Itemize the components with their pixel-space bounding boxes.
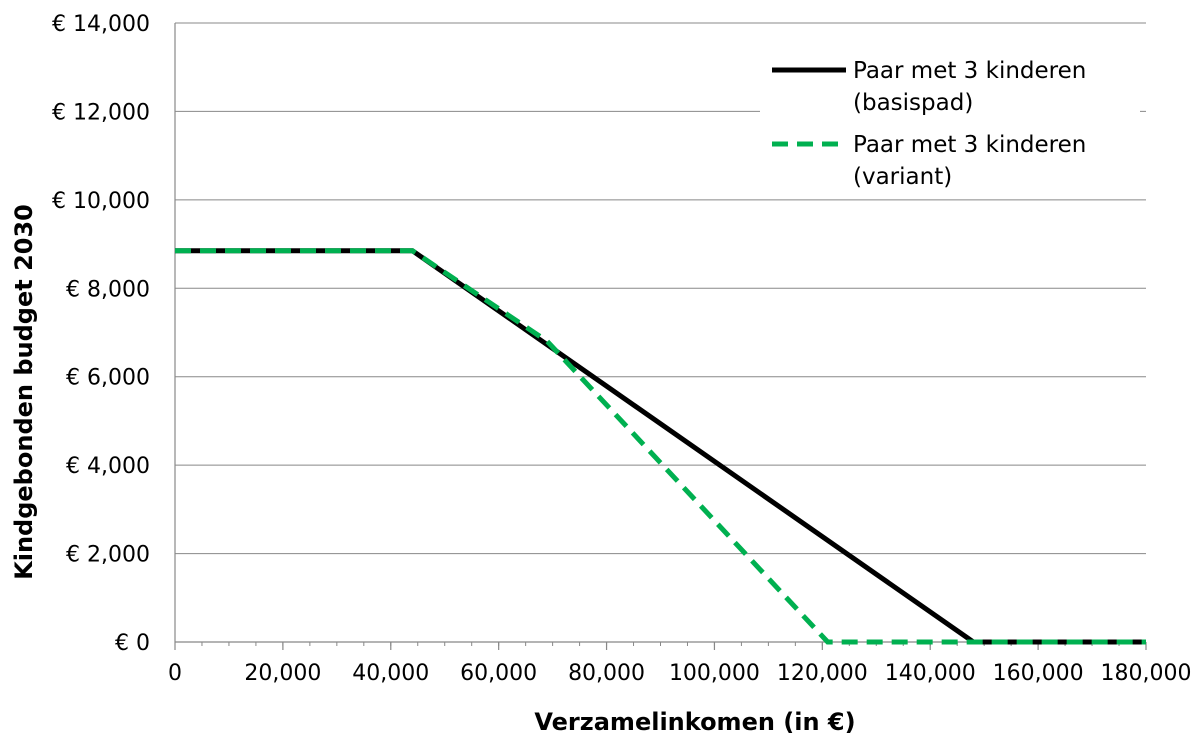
- legend-label: (basispad): [853, 90, 973, 116]
- y-tick-label: € 8,000: [66, 277, 150, 302]
- legend-label: Paar met 3 kinderen: [853, 58, 1086, 84]
- series-line-basispad: [175, 248, 1146, 645]
- x-tick-label: 20,000: [244, 661, 321, 686]
- x-tick-label: 180,000: [1101, 661, 1192, 686]
- x-tick-label: 160,000: [993, 661, 1084, 686]
- legend: Paar met 3 kinderen (basispad) Paar met 3 …: [760, 45, 1140, 195]
- y-tick-label: € 0: [115, 631, 150, 656]
- series-lines: [175, 248, 1146, 645]
- x-tick-labels: 0 20,000 40,000 60,000 80,000 100,000 120,000 1…: [168, 661, 1191, 686]
- legend-label: (variant): [853, 164, 952, 190]
- x-axis-title: Verzamelinkomen (in €): [534, 708, 855, 736]
- gridlines: [175, 22, 1146, 555]
- y-tick-labels: € 0 € 2,000 € 4,000 € 6,000 € 8,000 € 10,000 €…: [52, 12, 150, 656]
- x-tick-label: 100,000: [669, 661, 760, 686]
- x-tick-label: 120,000: [777, 661, 868, 686]
- y-axis-title: Kindgebonden budget 2030: [10, 204, 38, 580]
- y-tick-label: € 4,000: [66, 454, 150, 479]
- series-line-variant: [175, 248, 1146, 645]
- x-tick-label: 140,000: [885, 661, 976, 686]
- y-tick-label: € 6,000: [66, 366, 150, 391]
- x-tick-label: 0: [168, 661, 182, 686]
- y-tick-label: € 14,000: [52, 12, 150, 37]
- x-tick-label: 40,000: [352, 661, 429, 686]
- x-tick-label: 60,000: [460, 661, 537, 686]
- y-tick-label: € 12,000: [52, 100, 150, 125]
- x-tick-label: 80,000: [568, 661, 645, 686]
- y-tick-label: € 2,000: [66, 543, 150, 568]
- legend-label: Paar met 3 kinderen: [853, 132, 1086, 158]
- y-tick-label: € 10,000: [52, 189, 150, 214]
